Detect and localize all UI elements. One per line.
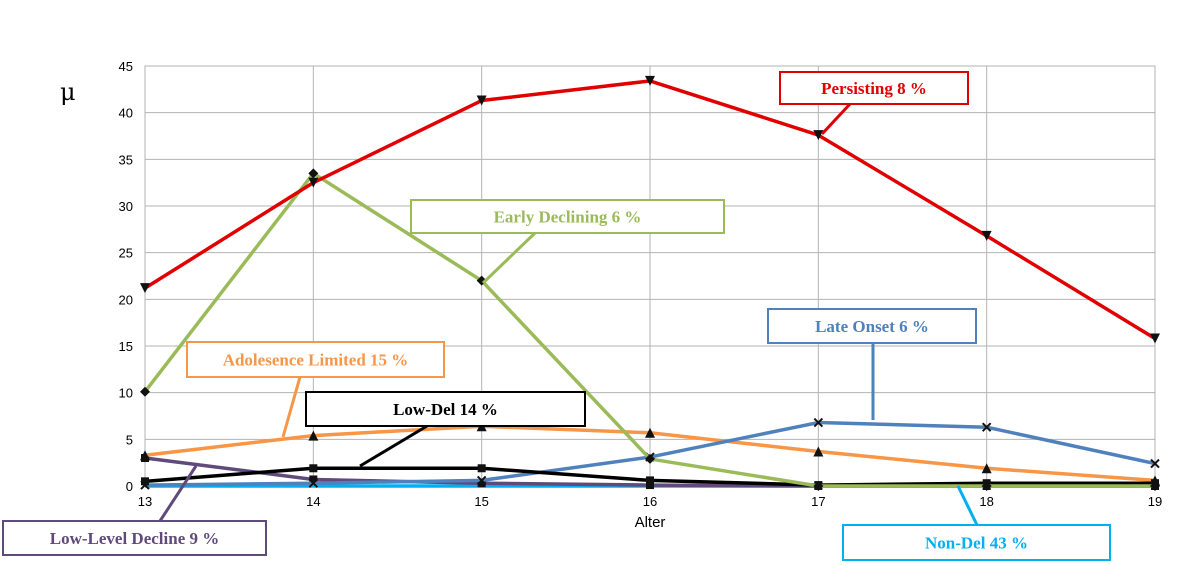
callout-label-late-onset: Late Onset 6 %	[815, 317, 929, 336]
y-tick-label: 10	[119, 386, 133, 401]
y-tick-label: 40	[119, 106, 133, 121]
y-tick-label: 45	[119, 59, 133, 74]
callout-box-persisting	[779, 71, 969, 105]
data-point-persisting	[813, 130, 824, 141]
data-point-early-declining	[981, 481, 992, 491]
data-point-low-del	[477, 464, 486, 473]
data-point-early-declining	[308, 168, 319, 179]
data-point-adolesence-limited	[308, 430, 319, 441]
y-tick-label: 20	[119, 292, 133, 307]
leader-line-non-del	[956, 485, 979, 526]
callout-label-early-declining: Early Declining 6 %	[494, 208, 642, 227]
data-point-adolesence-limited	[813, 446, 824, 457]
data-point-low-level-decline	[646, 481, 654, 490]
data-point-late-onset-stroke	[1150, 458, 1160, 469]
data-point-late-onset	[308, 478, 319, 488]
callout-label-adolesence-limited: Adolesence Limited 15 %	[223, 351, 409, 370]
data-point-late-onset-stroke	[981, 422, 992, 432]
y-tick-label: 35	[119, 152, 133, 167]
y-tick-label: 25	[119, 246, 133, 261]
data-point-low-del	[141, 477, 149, 486]
data-point-adolesence-limited	[140, 450, 150, 461]
data-point-late-onset-stroke	[308, 478, 319, 488]
data-point-adolesence-limited	[645, 427, 655, 438]
leader-line-persisting	[820, 102, 852, 136]
y-tick-label: 30	[119, 199, 133, 214]
data-point-low-del	[309, 464, 318, 473]
y-tick-label: 5	[126, 432, 133, 447]
x-axis-title: Alter	[635, 514, 666, 531]
data-point-low-level-decline	[309, 475, 318, 484]
data-point-late-onset	[813, 417, 824, 428]
callout-label-low-level-decline: Low-Level Decline 9 %	[50, 529, 220, 548]
data-point-persisting	[308, 177, 319, 188]
callout-label-non-del: Non-Del 43 %	[925, 534, 1028, 553]
data-point-late-onset	[476, 475, 487, 486]
data-point-persisting	[645, 75, 655, 86]
data-point-early-declining	[813, 481, 824, 491]
data-point-persisting	[981, 230, 992, 241]
x-tick-label: 19	[1148, 494, 1162, 509]
callout-box-non-del	[842, 524, 1111, 561]
callout-label-low-del: Low-Del 14 %	[393, 400, 498, 419]
y-axis-title: μ	[60, 78, 76, 106]
data-point-early-declining	[1150, 481, 1160, 491]
callout-label-persisting: Persisting 8 %	[821, 79, 927, 98]
data-point-persisting	[1150, 333, 1160, 344]
data-point-late-onset	[1150, 458, 1160, 469]
data-point-persisting	[476, 95, 487, 106]
x-tick-label: 13	[138, 494, 152, 509]
data-point-late-onset-stroke	[813, 417, 824, 428]
leader-line-low-del	[359, 424, 428, 468]
y-tick-label: 0	[126, 479, 133, 494]
data-point-late-onset	[981, 422, 992, 432]
callout-box-adolesence-limited	[186, 341, 445, 378]
data-point-persisting	[140, 283, 150, 294]
x-tick-label: 16	[643, 494, 657, 509]
data-point-adolesence-limited	[981, 463, 992, 474]
leader-line-adolesence-limited	[281, 376, 302, 438]
data-point-early-declining	[140, 386, 150, 397]
x-tick-label: 14	[306, 494, 320, 509]
x-tick-label: 17	[811, 494, 825, 509]
callout-box-low-level-decline	[2, 520, 267, 556]
data-point-low-level-decline	[477, 479, 486, 488]
data-point-low-del	[646, 476, 654, 485]
callout-box-low-del	[305, 391, 586, 427]
callout-box-late-onset	[767, 308, 977, 344]
callout-box-early-declining	[410, 199, 725, 234]
x-tick-label: 18	[979, 494, 993, 509]
data-point-late-onset-stroke	[476, 475, 487, 486]
leader-line-low-level-decline	[158, 465, 198, 522]
leader-line-early-declining	[481, 231, 537, 285]
x-tick-label: 15	[474, 494, 488, 509]
y-tick-label: 15	[119, 339, 133, 354]
data-point-early-declining	[645, 453, 655, 464]
